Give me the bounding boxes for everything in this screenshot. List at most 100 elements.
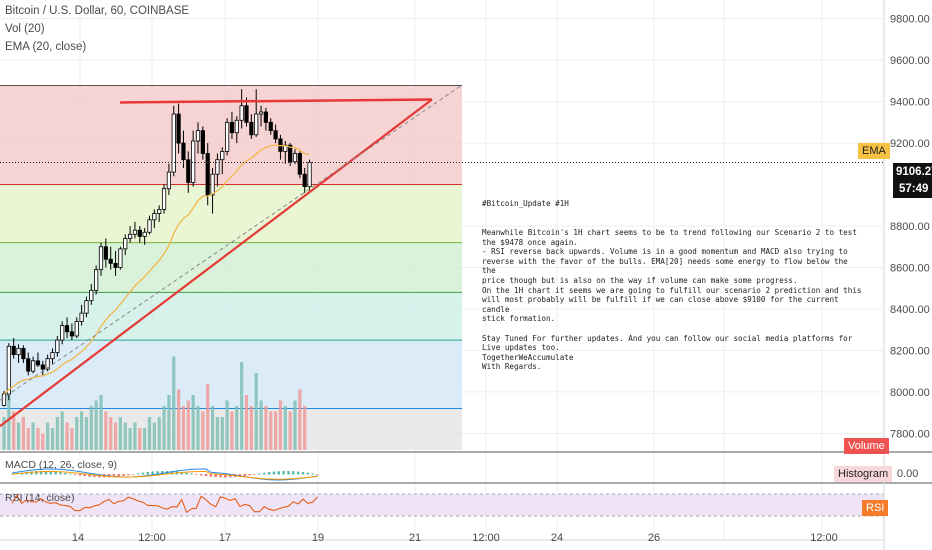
candle-body: [123, 238, 128, 250]
candle-body: [263, 111, 269, 123]
candle-body: [307, 162, 312, 188]
time-tick-label: 14: [72, 532, 84, 544]
rsi-band: [0, 494, 884, 516]
volume-bar: [298, 389, 302, 450]
rsi-tag: RSI: [862, 500, 889, 516]
macd-histogram-bar: [54, 471, 57, 475]
volume-bar: [162, 406, 166, 450]
volume-bar: [181, 406, 186, 450]
macd-histogram-bar: [199, 474, 203, 476]
candle-body: [220, 150, 225, 161]
candle-body: [74, 321, 79, 337]
volume-bar: [274, 411, 278, 450]
candle-body: [292, 153, 298, 163]
ema-indicator-label[interactable]: EMA (20, close): [5, 41, 87, 53]
volume-bar: [143, 428, 147, 450]
candle-body: [142, 231, 147, 237]
macd-histogram-bar: [219, 474, 222, 478]
macd-histogram-bar: [180, 472, 183, 475]
macd-histogram-bar: [30, 471, 33, 475]
dashed-trendline: [0, 84, 463, 401]
time-tick-label: 12:00: [472, 532, 500, 544]
macd-histogram-bar: [122, 474, 125, 477]
candle-body: [258, 111, 264, 115]
price-tick-label: 9800.00: [890, 14, 930, 26]
volume-bar: [31, 422, 35, 450]
current-price-tag: 9106.27: [893, 163, 932, 181]
time-tick-label: 12:00: [138, 532, 166, 544]
candle-body: [16, 347, 21, 356]
macd-histogram-bar: [243, 474, 246, 477]
rsi-line: [11, 494, 318, 514]
macd-histogram-bar: [253, 474, 256, 475]
macd-histogram-bar: [277, 471, 280, 475]
volume-bar: [89, 406, 93, 450]
candle-body: [200, 130, 205, 154]
macd-histogram-bar: [127, 474, 130, 476]
price-tick-label: 9400.00: [890, 97, 930, 109]
volume-bar: [118, 417, 122, 450]
volume-bar: [60, 411, 64, 450]
volume-bar: [84, 417, 89, 450]
candle-body: [26, 358, 31, 372]
candle-body: [152, 213, 157, 221]
macd-histogram-bar: [112, 474, 116, 478]
candle-body: [45, 358, 50, 370]
rsi-indicator-label[interactable]: RSI (14, close): [5, 492, 75, 504]
candle-body: [35, 360, 41, 366]
volume-bar: [278, 400, 283, 450]
macd-histogram-bar: [78, 474, 82, 476]
volume-indicator-label[interactable]: Vol (20): [5, 23, 45, 35]
candle-body: [249, 121, 254, 136]
volume-bar: [80, 411, 84, 450]
macd-histogram-bar: [35, 471, 38, 475]
candle-body: [113, 262, 118, 268]
volume-bar: [254, 373, 258, 450]
candle-body: [50, 352, 55, 360]
candle-body: [205, 153, 210, 196]
fib-zone: [0, 340, 462, 409]
macd-histogram-bar: [117, 474, 120, 477]
candle-body: [103, 246, 108, 260]
time-tick-label: 24: [551, 532, 563, 544]
macd-signal-line: [11, 471, 318, 480]
candle-body: [64, 325, 70, 333]
macd-histogram-bar: [156, 471, 159, 475]
candle-body: [108, 258, 113, 264]
macd-histogram-bar: [306, 472, 310, 475]
macd-histogram-bar: [73, 474, 77, 475]
volume-bar: [249, 406, 253, 450]
candle-body: [191, 140, 196, 183]
macd-histogram-bar: [170, 471, 174, 475]
candle-body: [181, 142, 186, 161]
macd-histogram-bar: [25, 471, 28, 475]
macd-histogram-bar: [44, 471, 48, 475]
macd-histogram-bar: [146, 472, 149, 475]
volume-bar: [16, 422, 21, 450]
volume-bar: [113, 422, 118, 450]
candle-body: [137, 229, 142, 237]
macd-histogram-bar: [195, 474, 198, 475]
macd-histogram-bar: [209, 474, 213, 477]
macd-histogram-bar: [190, 473, 193, 475]
macd-histogram-bar: [151, 471, 154, 475]
candle-body: [215, 159, 220, 175]
volume-bar: [55, 417, 59, 450]
macd-histogram-bar: [263, 472, 266, 475]
candle-body: [171, 113, 176, 173]
volume-bar: [26, 428, 30, 450]
volume-bar: [99, 395, 103, 450]
macd-histogram-bar: [267, 472, 271, 475]
candle-body: [1, 393, 7, 406]
macd-indicator-label[interactable]: MACD (12, 26, close, 9): [5, 459, 118, 471]
volume-bar: [94, 400, 98, 450]
volume-bar: [220, 417, 224, 450]
volume-bar: [303, 406, 307, 450]
volume-bar: [109, 417, 113, 450]
resistance-line: [119, 98, 433, 104]
candle-body: [157, 209, 162, 214]
macd-histogram-bar: [311, 473, 314, 475]
volume-bar: [196, 406, 200, 450]
volume-bar: [172, 356, 176, 450]
